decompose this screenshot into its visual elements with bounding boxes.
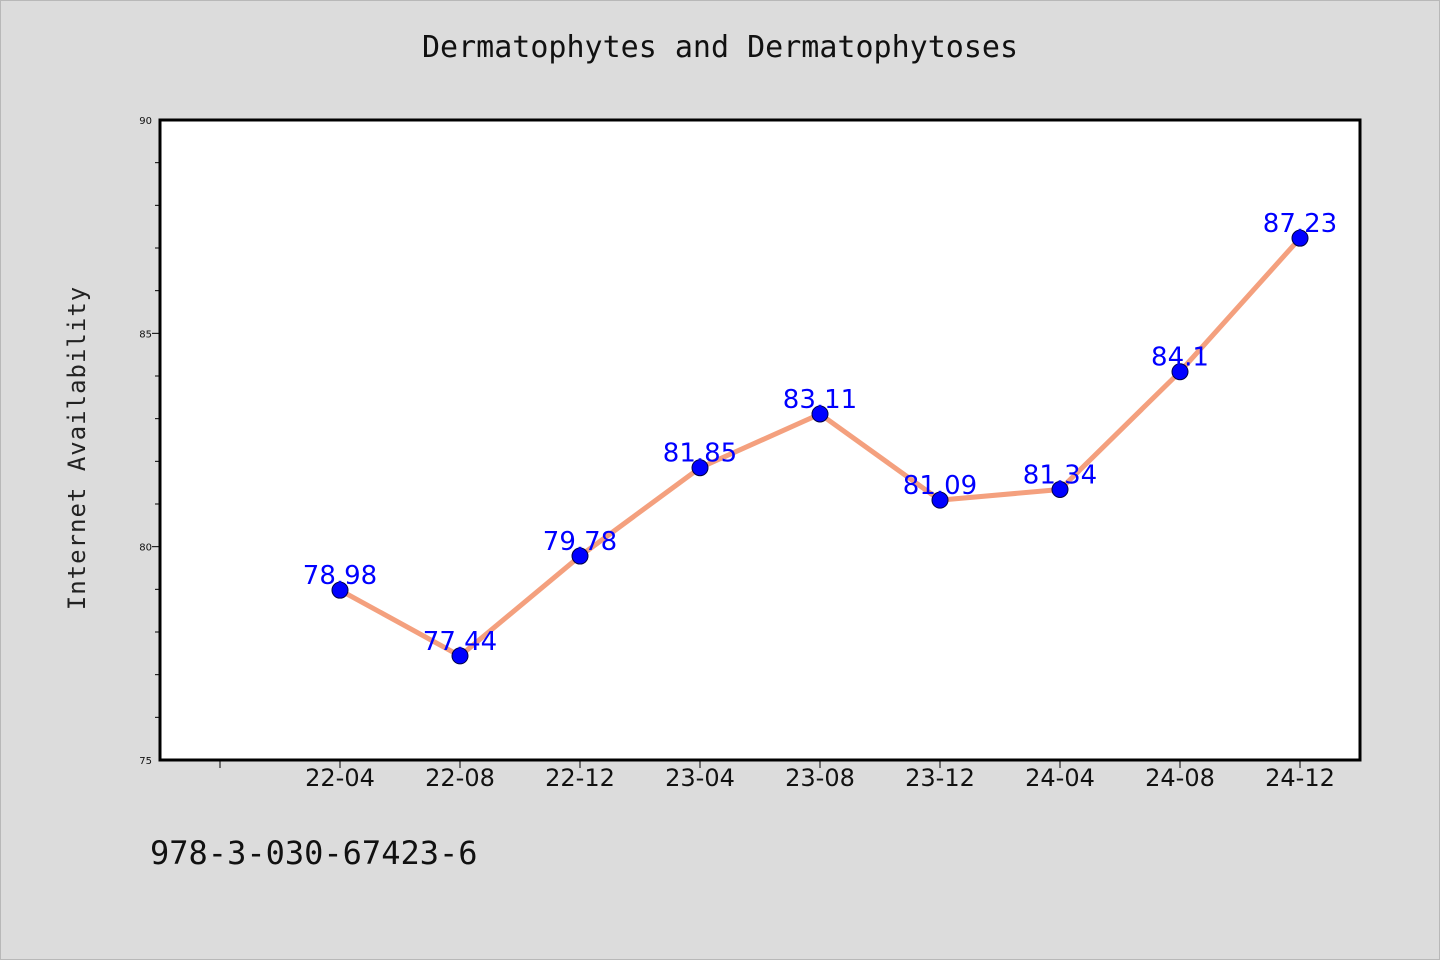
data-label: 79.78 [543, 527, 617, 557]
data-labels: 78.98 77.44 79.78 81.85 83.11 81.09 81.34 84.1 8… [303, 209, 1337, 657]
x-tick-label: 23-04 [665, 764, 735, 792]
chart-title: Dermatophytes and Dermatophytoses [421, 30, 1019, 65]
y-axis-ticks: 75 80 85 90 [139, 116, 160, 767]
data-label: 87.23 [1263, 209, 1337, 239]
x-axis-ticks: 22-04 22-08 22-12 23-04 23-08 23-12 24-04 24-08… [219, 760, 1335, 792]
x-tick-label: 23-12 [905, 764, 975, 792]
x-tick-label: 23-08 [785, 764, 855, 792]
y-tick-label: 75 [139, 756, 152, 767]
data-label: 83.11 [783, 385, 857, 415]
data-point [1291, 229, 1309, 247]
x-tick-label: 22-08 [425, 764, 495, 792]
data-point [1051, 480, 1069, 498]
x-tick-label: 24-12 [1265, 764, 1335, 792]
data-label: 81.34 [1023, 460, 1097, 490]
data-label: 81.09 [903, 471, 977, 501]
x-tick-label: 22-12 [545, 764, 615, 792]
data-point [811, 405, 829, 423]
data-point [931, 491, 949, 509]
data-label: 81.85 [663, 439, 737, 469]
x-tick-label: 22-04 [305, 764, 375, 792]
x-tick-label: 24-04 [1025, 764, 1095, 792]
y-tick-label: 90 [139, 116, 152, 127]
x-tick-label: 24-08 [1145, 764, 1215, 792]
data-markers [331, 229, 1309, 665]
data-label: 77.44 [423, 627, 497, 657]
isbn-text: 978-3-030-67423-6 [150, 834, 478, 872]
y-tick-label: 80 [139, 543, 152, 554]
data-label: 78.98 [303, 561, 377, 591]
data-point [451, 647, 469, 665]
data-point [571, 547, 589, 565]
y-tick-label: 85 [139, 329, 152, 340]
data-label: 84.1 [1151, 343, 1209, 373]
data-point [1171, 363, 1189, 381]
data-point [331, 581, 349, 599]
data-point [691, 459, 709, 477]
